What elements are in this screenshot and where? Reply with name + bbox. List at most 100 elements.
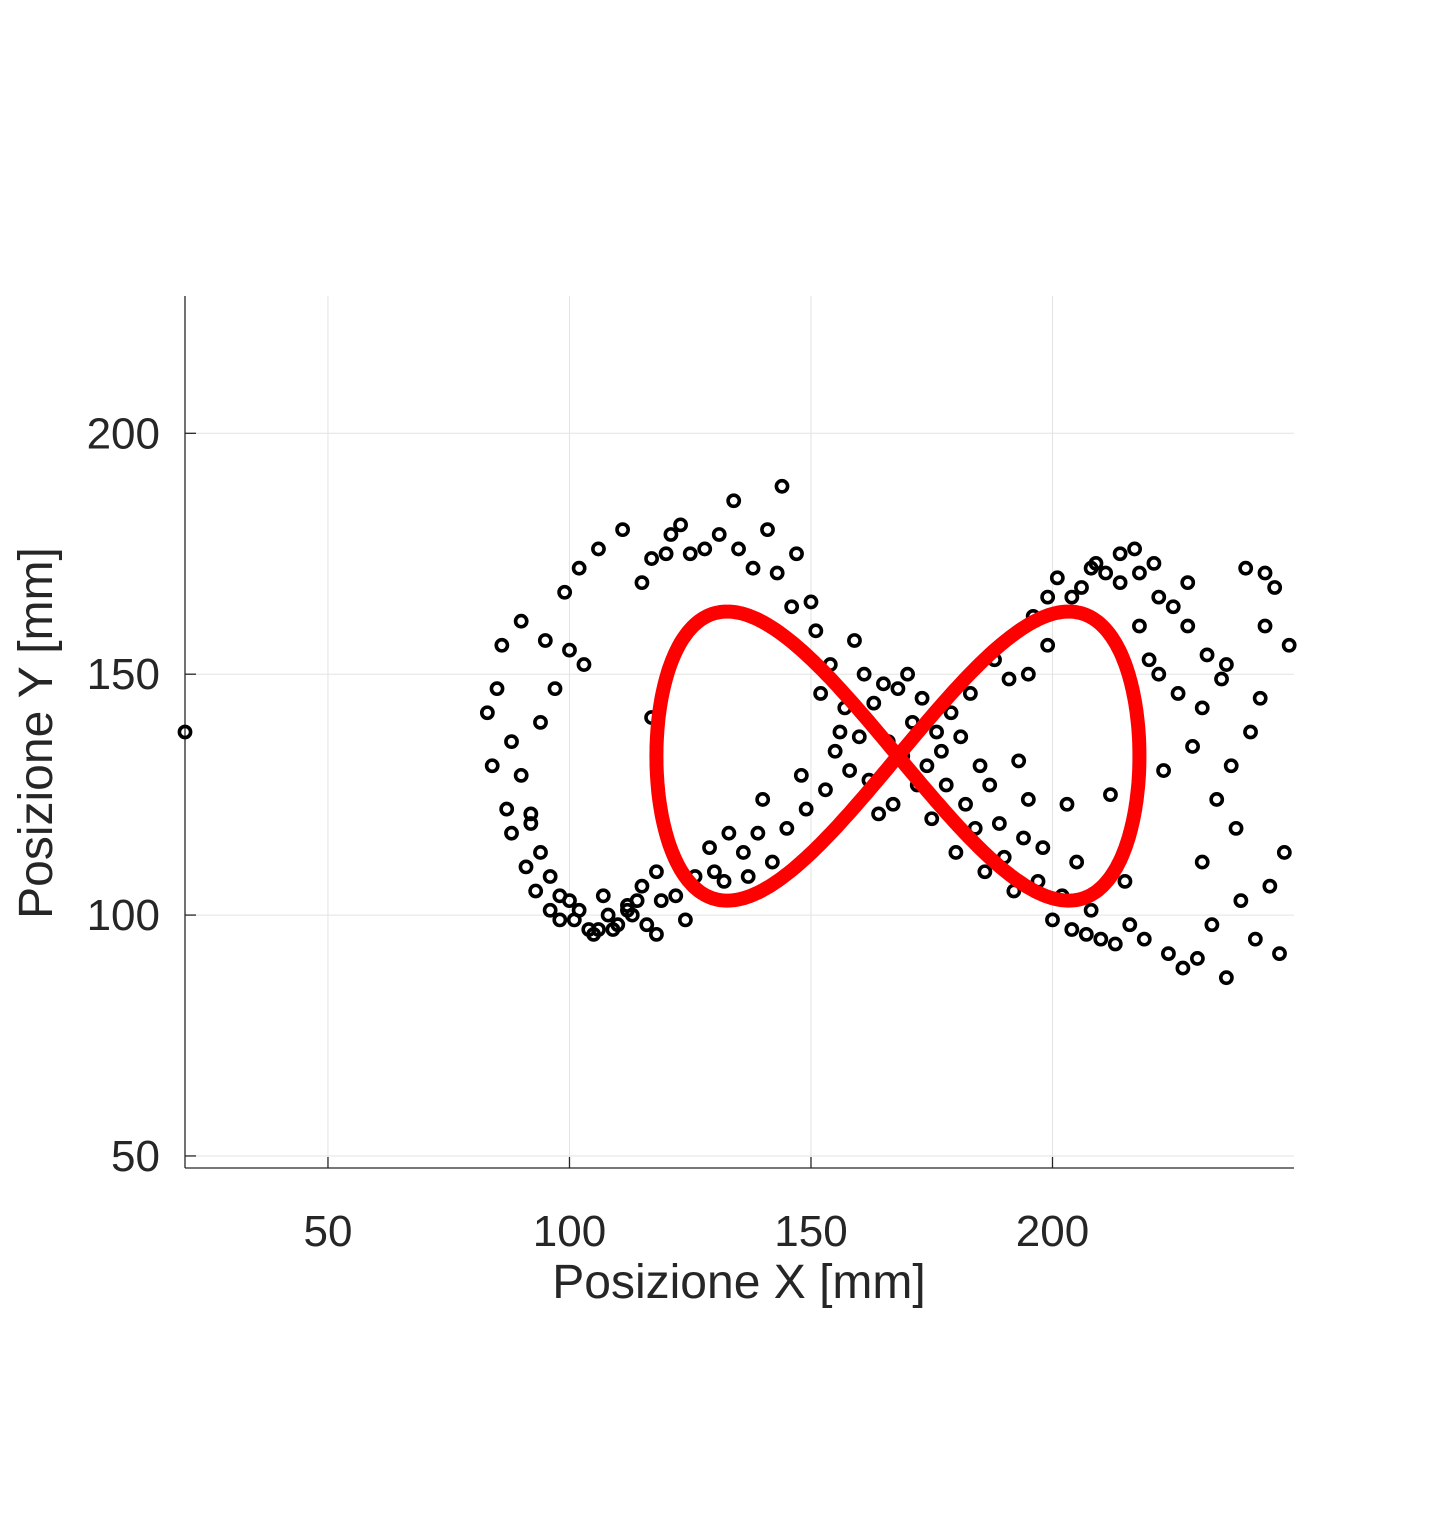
data-point: [1016, 830, 1031, 846]
data-point: [1122, 917, 1138, 933]
data-point: [755, 792, 771, 807]
data-point: [1218, 970, 1234, 986]
data-point: [653, 893, 669, 909]
data-point: [1107, 936, 1123, 952]
data-point: [1189, 951, 1205, 966]
data-point: [914, 690, 930, 706]
reference-trajectory-line: [649, 604, 1147, 908]
data-point: [552, 912, 568, 928]
data-point: [716, 873, 732, 889]
data-point: [1151, 589, 1167, 605]
data-point: [1185, 739, 1200, 754]
data-point: [798, 801, 814, 817]
data-point: [958, 796, 973, 812]
data-point: [571, 902, 587, 918]
x-tick-label: 100: [533, 1207, 606, 1256]
data-point: [793, 767, 809, 783]
axes: [184, 296, 1294, 1169]
data-point: [600, 907, 616, 923]
data-point: [740, 869, 756, 884]
data-point: [1165, 599, 1181, 615]
data-point: [702, 840, 717, 856]
data-point: [1117, 873, 1133, 889]
data-point: [1059, 796, 1075, 812]
data-point: [552, 888, 568, 904]
data-point: [649, 926, 664, 942]
data-point: [1001, 671, 1017, 687]
data-point: [871, 806, 887, 822]
data-point: [634, 878, 650, 894]
data-point: [851, 729, 867, 745]
data-point: [1204, 917, 1220, 933]
data-point: [847, 633, 862, 648]
data-point: [1262, 878, 1278, 894]
data-point: [591, 922, 606, 937]
data-point: [1127, 541, 1143, 557]
data-point: [1194, 700, 1210, 716]
data-point: [479, 705, 495, 721]
data-point: [1247, 931, 1263, 947]
data-point: [813, 686, 829, 701]
data-point: [876, 676, 891, 692]
data-point: [557, 584, 573, 600]
data-point: [842, 763, 858, 778]
data-point: [697, 541, 713, 557]
data-point: [1151, 666, 1167, 682]
data-point: [1078, 926, 1094, 942]
data-point: [571, 560, 587, 576]
data-point: [620, 898, 635, 913]
data-point: [1161, 946, 1176, 962]
data-point: [784, 599, 800, 615]
data-point: [1136, 931, 1152, 947]
y-tick-label: 50: [111, 1132, 160, 1181]
data-point: [1156, 763, 1171, 778]
data-point: [962, 686, 978, 701]
data-point: [1112, 575, 1128, 591]
data-point: [1252, 690, 1268, 706]
data-point: [1132, 565, 1147, 581]
data-point: [682, 546, 698, 562]
data-point: [504, 734, 519, 750]
data-point: [933, 743, 949, 759]
data-point: [1069, 854, 1085, 870]
data-point: [808, 623, 824, 639]
data-point: [890, 681, 906, 697]
data-point: [489, 681, 505, 697]
data-point: [711, 527, 727, 542]
data-point: [1194, 854, 1210, 870]
data-point: [1257, 618, 1273, 634]
data-point: [1093, 931, 1109, 947]
data-point: [706, 864, 722, 880]
data-point: [513, 613, 529, 629]
data-point: [615, 522, 631, 538]
data-point: [1170, 686, 1186, 701]
data-point: [542, 902, 558, 918]
data-point: [1074, 580, 1089, 595]
data-point: [1223, 758, 1239, 774]
data-point: [1020, 666, 1036, 682]
data-point: [499, 801, 515, 817]
data-point: [1064, 922, 1080, 937]
data-point: [533, 845, 548, 860]
data-point: [562, 642, 577, 658]
grid-lines: [185, 296, 1294, 1168]
data-point: [576, 657, 592, 672]
data-point: [866, 695, 882, 711]
data-point: [668, 888, 684, 904]
data-point: [1103, 787, 1118, 803]
data-point: [745, 560, 761, 576]
data-point: [827, 743, 843, 759]
data-point: [518, 859, 534, 875]
data-point: [494, 637, 510, 653]
data-point: [1180, 575, 1196, 591]
data-point: [595, 888, 611, 904]
data-point: [789, 546, 804, 562]
data-point: [1020, 792, 1036, 807]
data-point: [1112, 546, 1128, 562]
data-point: [1045, 912, 1060, 928]
data-point: [929, 724, 944, 740]
data-point: [644, 551, 659, 566]
data-point: [779, 820, 795, 836]
data-point: [1049, 570, 1065, 586]
